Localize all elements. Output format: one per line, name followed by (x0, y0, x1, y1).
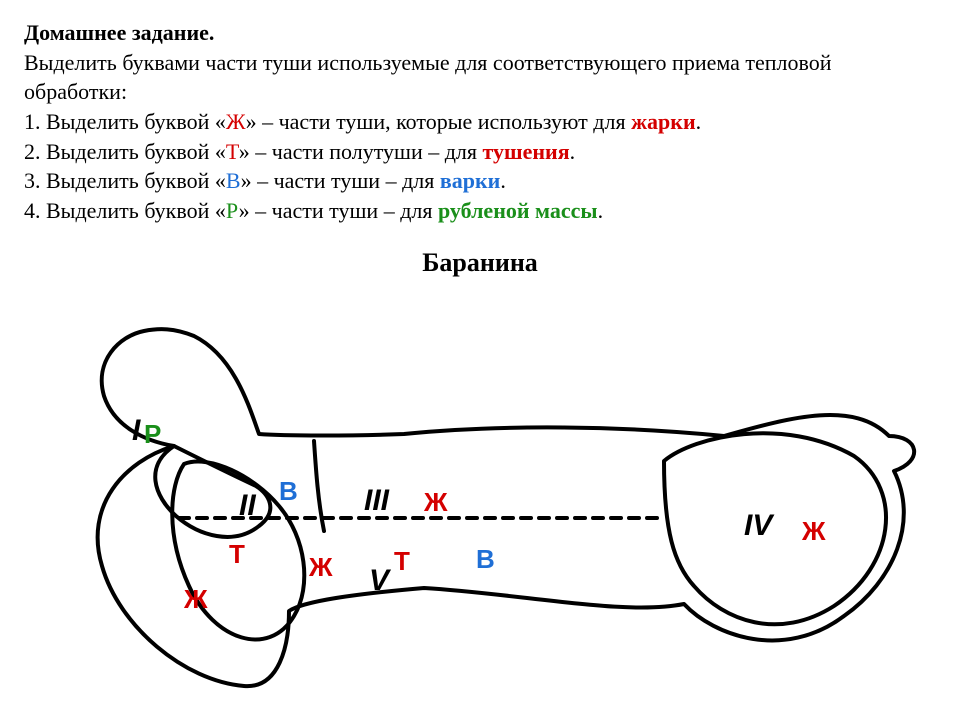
item-4-word: рубленой массы (438, 198, 598, 223)
item-2-letter: Т (226, 139, 239, 164)
item-2-suffix: . (570, 139, 576, 164)
letter-label: В (279, 478, 298, 504)
letter-label: Т (229, 541, 245, 567)
item-1-prefix: 1. Выделить буквой « (24, 109, 226, 134)
item-3-suffix: . (500, 168, 506, 193)
letter-label: Ж (424, 489, 448, 515)
diagram-title: Баранина (24, 248, 936, 278)
letter-label: Т (394, 548, 410, 574)
item-3-prefix: 3. Выделить буквой « (24, 168, 226, 193)
diagram-container: IIIIIIIVVРВЖЖТЖТВЖ (24, 286, 936, 716)
item-1-suffix: . (696, 109, 702, 134)
letter-label: Ж (309, 554, 333, 580)
item-4: 4. Выделить буквой «Р» – части туши – дл… (24, 196, 936, 226)
letter-label: Ж (184, 586, 208, 612)
item-4-prefix: 4. Выделить буквой « (24, 198, 226, 223)
homework-intro: Выделить буквами части туши используемые… (24, 48, 936, 107)
item-1-word: жарки (631, 109, 696, 134)
item-1-letter: Ж (226, 109, 246, 134)
letter-label: Р (144, 421, 161, 447)
roman-label: IV (744, 511, 772, 541)
item-4-suffix: . (598, 198, 604, 223)
item-1-mid: » – части туши, которые используют для (246, 109, 631, 134)
letter-label: В (476, 546, 495, 572)
roman-label: II (239, 491, 256, 521)
item-2-mid: » – части полутуши – для (239, 139, 483, 164)
carcass-diagram (24, 286, 936, 716)
item-2-word: тушения (483, 139, 570, 164)
item-2: 2. Выделить буквой «Т» – части полутуши … (24, 137, 936, 167)
homework-title: Домашнее задание. (24, 18, 936, 48)
item-3-letter: В (226, 168, 241, 193)
item-1: 1. Выделить буквой «Ж» – части туши, кот… (24, 107, 936, 137)
item-4-mid: » – части туши – для (239, 198, 438, 223)
item-4-letter: Р (226, 198, 239, 223)
item-3-mid: » – части туши – для (241, 168, 440, 193)
roman-label: III (364, 486, 389, 516)
item-3: 3. Выделить буквой «В» – части туши – дл… (24, 166, 936, 196)
item-3-word: варки (440, 168, 500, 193)
roman-label: V (369, 566, 389, 596)
item-2-prefix: 2. Выделить буквой « (24, 139, 226, 164)
letter-label: Ж (802, 518, 826, 544)
page-root: Домашнее задание. Выделить буквами части… (0, 0, 960, 716)
roman-label: I (132, 416, 140, 446)
